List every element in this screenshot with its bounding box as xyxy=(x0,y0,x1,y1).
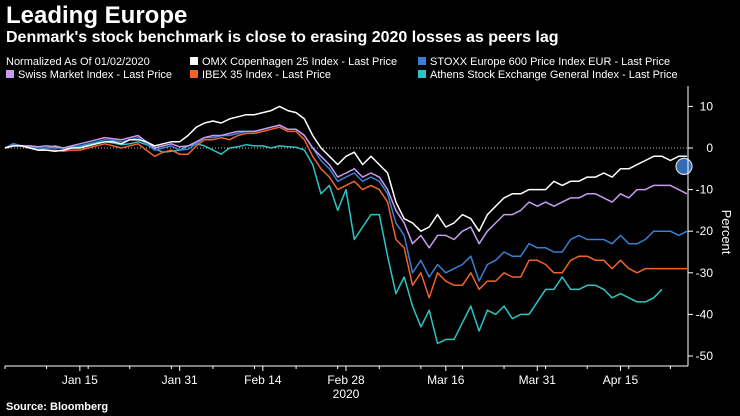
x-tick-label: Apr 15 xyxy=(603,373,639,387)
x-tick-label: Jan 15 xyxy=(62,373,98,387)
legend: Normalized As Of 01/02/2020 OMX Copenhag… xyxy=(0,54,740,84)
y-tick-label: -20 xyxy=(696,224,714,238)
y-tick-label: -30 xyxy=(696,266,714,280)
y-tick-label: -40 xyxy=(696,307,714,321)
chart-subtitle: Denmark's stock benchmark is close to er… xyxy=(6,29,559,46)
series-lines xyxy=(4,105,693,345)
legend-item-stoxx-600: STOXX Europe 600 Price Index EUR - Last … xyxy=(418,56,670,69)
legend-swatch-stoxx-600 xyxy=(418,57,426,65)
legend-item-omx-copenhagen: OMX Copenhagen 25 Index - Last Price xyxy=(190,56,397,69)
chart-title: Leading Europe xyxy=(6,2,188,29)
legend-swatch-omx-copenhagen xyxy=(190,57,198,65)
x-tick-label: Jan 31 xyxy=(162,373,198,387)
legend-item-ibex-35: IBEX 35 Index - Last Price xyxy=(190,69,331,82)
y-tick-label: 0 xyxy=(706,141,713,155)
series-line xyxy=(4,105,687,232)
axes: 10 0 -10 -20 -30 -40 -50 Jan 15 Jan 31 Feb 14 Feb … xyxy=(4,86,714,401)
legend-label-swiss-market: Swiss Market Index - Last Price xyxy=(18,69,173,81)
legend-note-label: Normalized As Of 01/02/2020 xyxy=(6,56,150,68)
x-tick-label: Feb 28 xyxy=(327,373,365,387)
series-line xyxy=(4,126,687,299)
y-tick-label: -10 xyxy=(696,183,714,197)
series-line xyxy=(4,124,688,249)
series-line xyxy=(4,141,663,345)
series-line xyxy=(4,124,688,282)
y-tick-label: 10 xyxy=(700,99,714,113)
x-tick-label: Mar 16 xyxy=(427,373,465,387)
legend-swatch-athens xyxy=(418,70,426,78)
legend-item-swiss-market: Swiss Market Index - Last Price xyxy=(6,69,172,82)
x-tick-label: Mar 31 xyxy=(519,373,557,387)
x-tick-label: Feb 14 xyxy=(244,373,282,387)
legend-label-omx-copenhagen: OMX Copenhagen 25 Index - Last Price xyxy=(202,56,398,68)
highlight-marker xyxy=(675,157,693,175)
legend-label-stoxx-600: STOXX Europe 600 Price Index EUR - Last … xyxy=(430,56,671,68)
legend-swatch-swiss-market xyxy=(6,70,14,78)
source-note: Source: Bloomberg xyxy=(6,401,109,413)
legend-label-athens: Athens Stock Exchange General Index - La… xyxy=(430,69,678,81)
y-axis-label: Percent xyxy=(719,210,734,255)
x-year-label: 2020 xyxy=(333,387,360,401)
legend-label-ibex-35: IBEX 35 Index - Last Price xyxy=(202,69,332,81)
legend-swatch-ibex-35 xyxy=(190,70,198,78)
legend-note: Normalized As Of 01/02/2020 xyxy=(6,56,150,69)
y-tick-label: -50 xyxy=(696,349,714,363)
legend-item-athens: Athens Stock Exchange General Index - La… xyxy=(418,69,678,82)
